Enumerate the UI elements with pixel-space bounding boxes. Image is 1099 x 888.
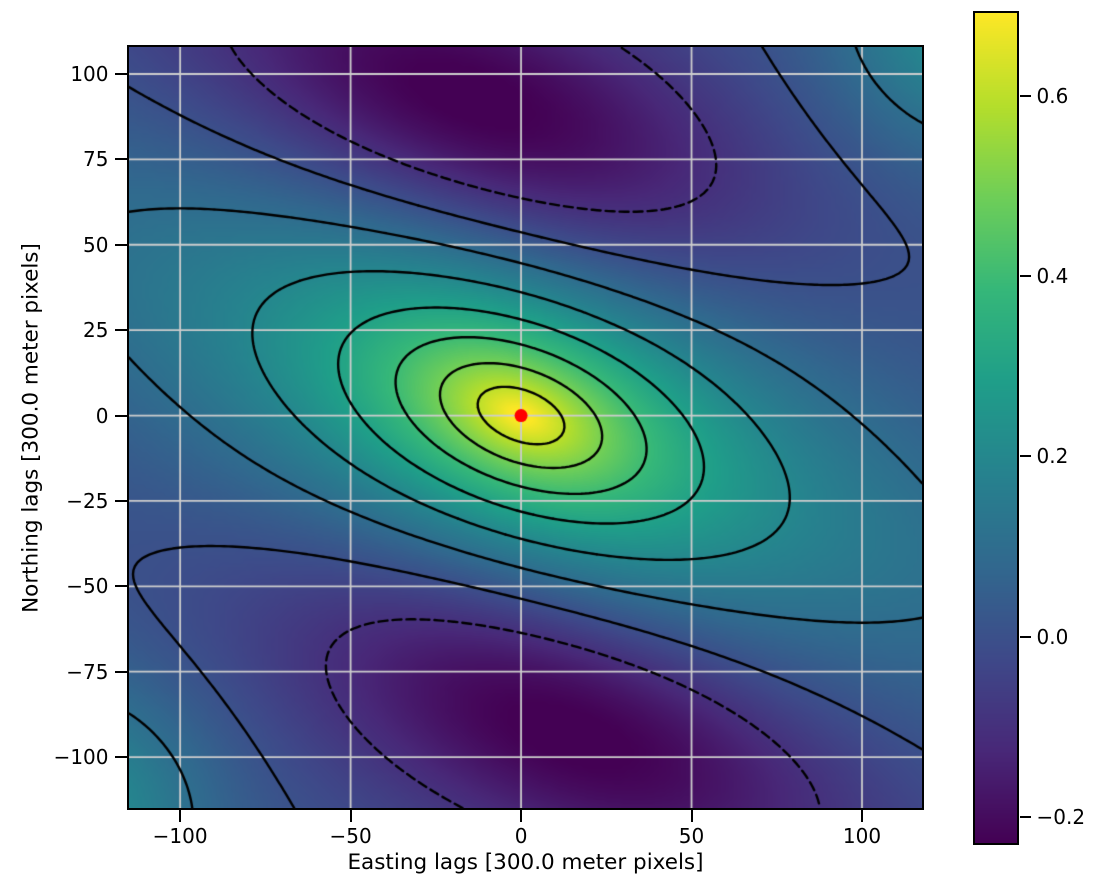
x-axis-tick-label: −100 (152, 823, 208, 848)
x-axis-tick-label: 50 (678, 823, 705, 848)
x-axis-label: Easting lags [300.0 meter pixels] (347, 850, 704, 875)
y-axis-tick (114, 756, 127, 759)
x-axis-tick (690, 809, 693, 822)
y-axis-tick-label: −75 (66, 659, 109, 684)
y-axis-tick-label: −100 (53, 745, 109, 770)
colorbar (972, 10, 1019, 845)
y-axis-tick-label: 100 (70, 61, 109, 86)
x-axis-tick (349, 809, 352, 822)
x-axis-tick-label: 100 (842, 823, 882, 848)
colorbar-tick (1019, 635, 1031, 638)
colorbar-tick (1019, 275, 1031, 278)
x-axis-tick-label: 0 (514, 823, 528, 848)
colorbar-tick (1019, 815, 1031, 818)
y-axis-tick-label: 50 (83, 232, 109, 257)
colorbar-tick (1019, 455, 1031, 458)
y-axis-tick (114, 670, 127, 673)
colorbar-canvas (974, 12, 1017, 843)
x-axis-tick (520, 809, 523, 822)
y-axis-tick (114, 499, 127, 502)
y-axis-tick-label: 25 (83, 318, 109, 343)
plot-area (126, 44, 924, 810)
colorbar-tick-label: 0.0 (1036, 624, 1069, 649)
colorbar-tick (1019, 94, 1031, 97)
x-axis-tick (179, 809, 182, 822)
y-axis-tick (114, 243, 127, 246)
y-axis-tick (114, 585, 127, 588)
y-axis-tick-label: −25 (66, 488, 109, 513)
y-axis-tick (114, 414, 127, 417)
colorbar-tick-label: 0.6 (1036, 83, 1069, 108)
y-axis-tick-label: 75 (83, 147, 109, 172)
y-axis-tick (114, 329, 127, 332)
colorbar-tick-label: 0.4 (1036, 264, 1069, 289)
y-axis-tick-label: −50 (66, 574, 109, 599)
y-axis-tick-label: 0 (95, 403, 109, 428)
colorbar-tick-label: −0.2 (1036, 804, 1086, 829)
y-axis-tick (114, 158, 127, 161)
x-axis-tick (860, 809, 863, 822)
x-axis-tick-label: −50 (329, 823, 372, 848)
colorbar-tick-label: 0.2 (1036, 444, 1069, 469)
correlogram-canvas (128, 46, 922, 808)
y-axis-tick (114, 72, 127, 75)
